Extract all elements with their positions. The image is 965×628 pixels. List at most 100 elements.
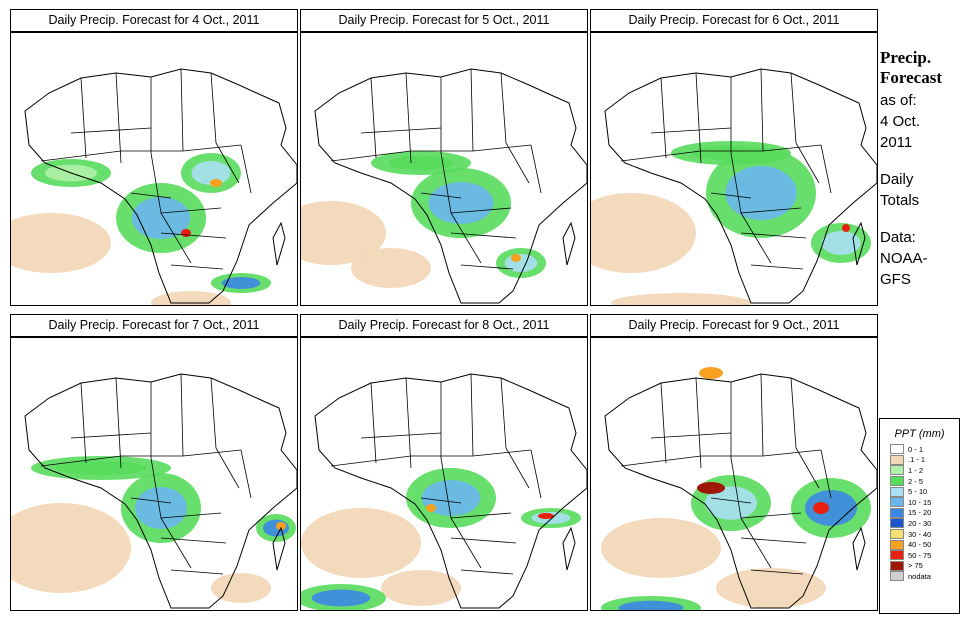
country-border — [405, 377, 412, 469]
precip-area — [504, 254, 538, 272]
legend-label: 50 - 75 — [908, 550, 932, 560]
legend-row: 20 - 30 — [890, 518, 959, 529]
country-border — [795, 142, 820, 184]
precip-area — [725, 166, 797, 220]
legend-swatch — [890, 454, 904, 465]
country-border — [40, 449, 242, 467]
precip-area — [381, 570, 461, 606]
legend-label: 5 - 10 — [908, 487, 928, 497]
precip-map — [300, 32, 588, 306]
precip-area — [699, 367, 723, 379]
country-border — [650, 432, 732, 439]
country-border — [405, 72, 412, 164]
country-border — [210, 72, 217, 144]
precip-area — [591, 193, 696, 273]
legend-row: 15 - 20 — [890, 507, 959, 519]
country-border — [180, 373, 184, 457]
legend-row: 10 - 15 — [890, 497, 959, 508]
precip-area — [821, 231, 861, 255]
precip-area — [805, 490, 857, 526]
precip-area — [210, 179, 222, 187]
forecast-panel-day2: Daily Precip. Forecast for 5 Oct., 2011 — [300, 9, 588, 306]
panel-title: Daily Precip. Forecast for 9 Oct., 2011 — [590, 314, 878, 337]
country-border — [710, 192, 752, 199]
country-border — [470, 373, 474, 457]
totals-line2: Totals — [880, 192, 920, 209]
country-border — [530, 449, 542, 499]
africa-map — [11, 373, 297, 609]
country-border — [695, 377, 702, 469]
country-border — [750, 264, 804, 270]
precip-area — [131, 197, 191, 239]
precip-area — [276, 522, 286, 530]
precip-area — [428, 182, 494, 224]
data-label: Data: — [880, 229, 916, 246]
legend-row: 40 - 50 — [890, 539, 959, 550]
panel-title: Daily Precip. Forecast for 4 Oct., 2011 — [10, 9, 298, 32]
legend-swatch — [890, 539, 904, 550]
country-border — [660, 77, 667, 159]
panel-title: Daily Precip. Forecast for 6 Oct., 2011 — [590, 9, 878, 32]
precip-area — [388, 155, 454, 171]
country-border — [360, 432, 442, 439]
legend-row: nodata — [890, 571, 959, 582]
country-border — [500, 72, 507, 144]
legend-label: 15 - 20 — [908, 508, 932, 518]
madagascar-outline — [852, 526, 866, 571]
legend-row: 5 - 10 — [890, 486, 959, 497]
country-border — [790, 72, 797, 144]
forecast-panel-day5: Daily Precip. Forecast for 8 Oct., 2011 — [300, 314, 588, 611]
legend-label: nodata — [908, 571, 931, 581]
country-border — [80, 77, 87, 159]
country-border — [330, 449, 532, 467]
precip-area — [221, 277, 261, 289]
info-heading-line2: Forecast — [880, 68, 942, 87]
forecast-panel-day4: Daily Precip. Forecast for 7 Oct., 2011 — [10, 314, 298, 611]
country-border — [160, 232, 227, 239]
legend-swatch — [890, 529, 904, 540]
country-border — [660, 382, 667, 464]
precip-area — [301, 508, 421, 578]
country-border — [750, 569, 804, 575]
precip-area — [842, 224, 850, 232]
precip-area — [697, 482, 725, 494]
precip-area — [11, 213, 111, 273]
madagascar-outline — [562, 221, 576, 266]
legend-title: PPT (mm) — [894, 428, 945, 440]
precip-area — [55, 460, 147, 476]
totals-line1: Daily — [880, 171, 914, 188]
forecast-panel-day1: Daily Precip. Forecast for 4 Oct., 2011 — [10, 9, 298, 306]
country-border — [70, 127, 152, 134]
panel-title: Daily Precip. Forecast for 5 Oct., 2011 — [300, 9, 588, 32]
country-border — [740, 517, 772, 569]
africa-map — [301, 373, 587, 610]
legend-swatch — [890, 560, 904, 571]
precip-area — [601, 518, 721, 578]
asof-date-line2: 2011 — [880, 134, 913, 151]
country-border — [215, 142, 240, 184]
legend-row: > 75 — [890, 560, 959, 572]
precip-area — [11, 503, 131, 593]
legend-row: 0 - 1 — [890, 444, 959, 455]
coastline — [24, 68, 297, 304]
legend-swatch — [890, 497, 904, 508]
madagascar-outline — [272, 526, 286, 571]
map-info: Precip. Forecast as of: 4 Oct. 2011 Dail… — [880, 48, 960, 290]
legend-label: .1 - 1 — [908, 455, 926, 465]
asof-date-line1: 4 Oct. — [880, 113, 921, 130]
info-heading-line1: Precip. — [880, 48, 932, 67]
data-source-line2: GFS — [880, 271, 911, 288]
legend-label: 10 - 15 — [908, 497, 932, 507]
country-border — [215, 447, 240, 489]
country-border — [820, 144, 832, 194]
country-border — [450, 517, 482, 569]
asof-label: as of: — [880, 92, 917, 109]
country-border — [500, 377, 507, 449]
legend-row: 2 - 5 — [890, 476, 959, 487]
country-border — [620, 144, 822, 162]
legend-label: 2 - 5 — [908, 476, 924, 486]
africa-map — [591, 68, 877, 305]
country-border — [160, 537, 227, 544]
country-border — [240, 144, 252, 194]
